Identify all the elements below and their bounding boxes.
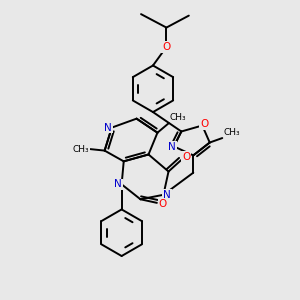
Text: CH₃: CH₃ bbox=[73, 145, 89, 154]
Text: N: N bbox=[163, 190, 171, 200]
Text: O: O bbox=[159, 199, 167, 209]
Text: N: N bbox=[104, 123, 112, 133]
Text: N: N bbox=[114, 179, 122, 189]
Text: CH₃: CH₃ bbox=[224, 128, 240, 137]
Text: O: O bbox=[182, 152, 190, 162]
Text: O: O bbox=[200, 119, 208, 129]
Text: CH₃: CH₃ bbox=[170, 112, 186, 122]
Text: N: N bbox=[168, 142, 176, 152]
Text: O: O bbox=[162, 42, 170, 52]
